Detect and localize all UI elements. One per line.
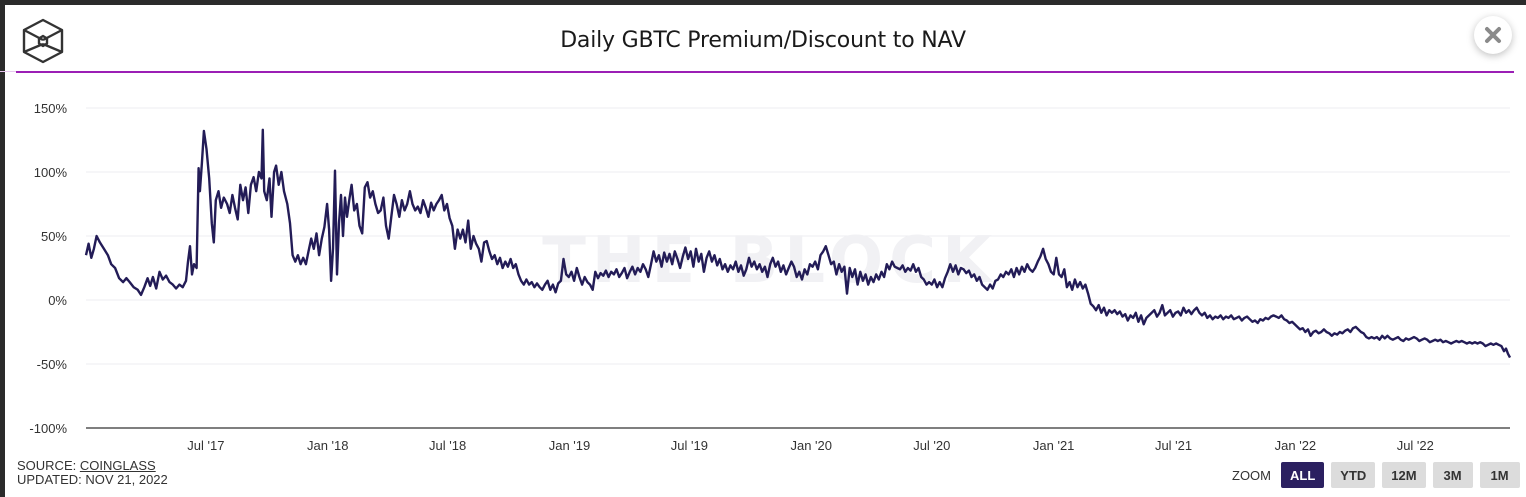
x-tick-label: Jul '17	[187, 438, 224, 453]
zoom-ytd-button[interactable]: YTD	[1331, 462, 1376, 488]
x-axis-labels: Jul '17 Jan '18 Jul '18 Jan '19 Jul '19 Jan '…	[187, 438, 1434, 453]
x-tick-label: Jan '21	[1033, 438, 1075, 453]
x-tick-label: Jan '20	[790, 438, 832, 453]
gridlines	[86, 107, 1510, 365]
x-tick-label: Jul '19	[671, 438, 708, 453]
zoom-controls: ZOOM ALL YTD 12M 3M 1M	[1232, 462, 1520, 488]
close-button[interactable]	[1474, 16, 1512, 54]
close-icon	[1485, 27, 1501, 43]
y-tick-label: 150%	[34, 101, 68, 116]
x-tick-label: Jan '18	[307, 438, 349, 453]
y-tick-label: -50%	[37, 357, 68, 372]
source-block: SOURCE: COINGLASS UPDATED: NOV 21, 2022	[17, 459, 168, 487]
the-block-logo-icon	[22, 18, 64, 64]
y-tick-label: 100%	[34, 165, 68, 180]
source-link[interactable]: COINGLASS	[79, 458, 156, 473]
y-tick-label: 50%	[41, 229, 67, 244]
chart-panel	[5, 5, 1526, 497]
x-tick-label: Jul '18	[429, 438, 466, 453]
y-tick-label: 0%	[48, 293, 67, 308]
x-tick-label: Jul '21	[1155, 438, 1192, 453]
zoom-3m-button[interactable]: 3M	[1432, 462, 1473, 488]
watermark: THE BLOCK	[542, 224, 997, 298]
x-tick-label: Jan '19	[549, 438, 591, 453]
zoom-12m-button[interactable]: 12M	[1382, 462, 1426, 488]
series-line-gbtc-premium[interactable]	[84, 128, 1512, 359]
zoom-1m-button[interactable]: 1M	[1479, 462, 1520, 488]
zoom-all-button[interactable]: ALL	[1281, 462, 1325, 488]
x-tick-label: Jan '22	[1275, 438, 1317, 453]
updated-date: UPDATED: NOV 21, 2022	[17, 472, 168, 487]
x-tick-label: Jul '22	[1397, 438, 1434, 453]
source-prefix: SOURCE:	[17, 458, 80, 473]
chart-title: Daily GBTC Premium/Discount to NAV	[560, 28, 966, 53]
zoom-label: ZOOM	[1232, 467, 1271, 483]
y-axis-labels: 150% 100% 50% 0% -50% -100%	[29, 101, 67, 436]
y-tick-label: -100%	[29, 421, 67, 436]
header-divider-left	[0, 71, 16, 72]
header-divider	[16, 71, 1514, 73]
x-tick-label: Jul '20	[913, 438, 950, 453]
